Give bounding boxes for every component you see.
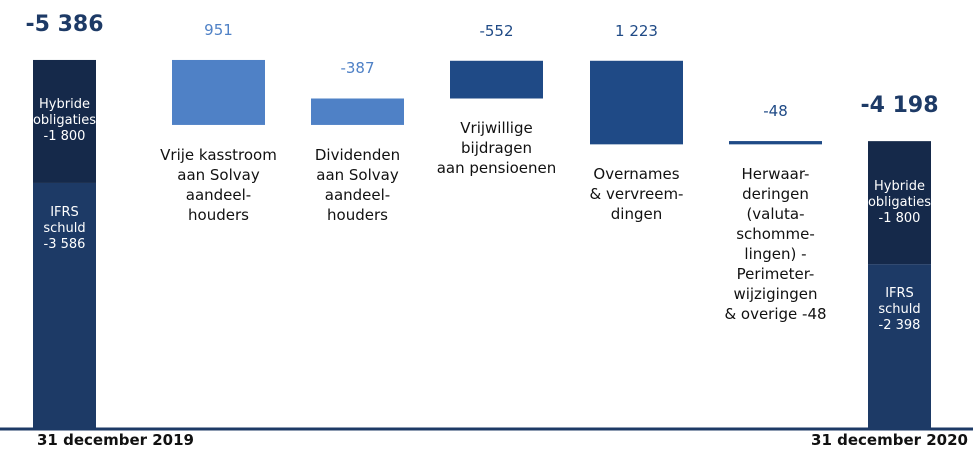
segment-value: -2 398	[878, 318, 921, 334]
total-label: -4 198	[860, 93, 939, 119]
segment-label: Hybride obligaties -1 800	[868, 141, 931, 264]
segment-name: IFRS schuld	[43, 204, 86, 236]
value-label: 1 223	[615, 21, 658, 40]
step-bar	[729, 141, 822, 145]
value-label: -552	[479, 21, 514, 40]
stack-segment	[868, 141, 931, 265]
step-bar	[450, 60, 543, 99]
step-bar	[590, 60, 683, 145]
stack-segment	[868, 264, 931, 428]
segment-name: Hybride obligaties	[867, 178, 932, 210]
segment-label: Hybride obligaties -1 800	[33, 60, 96, 183]
segment-name: IFRS schuld	[878, 286, 921, 318]
stack-segment	[33, 182, 96, 428]
category-label: Dividenden aan Solvay aandeel- houders	[314, 145, 401, 224]
segment-label: IFRS schuld -2 398	[868, 264, 931, 428]
stack-segment	[33, 59, 96, 183]
segment-value: -1 800	[43, 129, 86, 145]
segment-label: IFRS schuld -3 586	[33, 183, 96, 428]
step-bar	[172, 59, 265, 125]
value-label: -48	[763, 102, 788, 121]
total-label: -5 386	[25, 11, 104, 37]
step-bar	[311, 98, 404, 125]
segment-name: Hybride obligaties	[32, 97, 97, 129]
value-label: -387	[340, 59, 375, 78]
value-label: 951	[204, 20, 233, 39]
date-label: 31 december 2020	[811, 431, 968, 449]
segment-value: -3 586	[43, 236, 86, 252]
date-label: 31 december 2019	[37, 431, 194, 449]
segment-value: -1 800	[878, 210, 921, 226]
category-label: Vrijwillige bijdragen aan pensioenen	[436, 119, 557, 178]
category-label: Vrije kasstroom aan Solvay aandeel- houd…	[160, 145, 277, 224]
category-label: Overnames & vervreem- dingen	[589, 165, 684, 224]
category-label: Herwaar- deringen (valuta- schomme- ling…	[724, 165, 827, 324]
